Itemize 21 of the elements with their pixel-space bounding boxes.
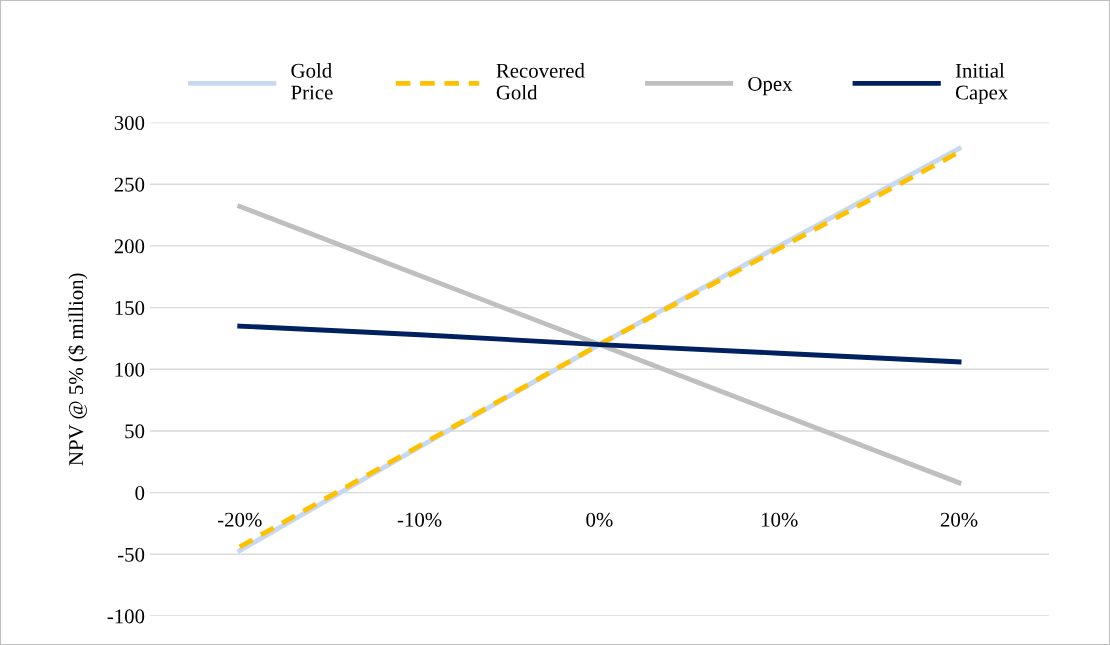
x-tick-label: 10% <box>761 512 798 527</box>
x-tick-label: 0% <box>586 512 613 527</box>
legend-label: Initial Capex <box>955 63 1009 104</box>
y-axis-title: NPV @ 5% ($ million) <box>67 273 88 466</box>
line-series <box>237 323 962 365</box>
legend-label: Gold Price <box>291 63 333 100</box>
y-tick-label: -50 <box>117 547 145 562</box>
y-tick-label: 0 <box>135 485 145 501</box>
y-tick-label: -100 <box>107 609 145 624</box>
x-tick-label: -10% <box>397 512 442 527</box>
y-tick-label: 150 <box>115 300 145 316</box>
legend-label: Recovered Gold <box>496 63 585 100</box>
y-tick-label: 50 <box>125 424 145 439</box>
y-tick-label: 250 <box>114 177 145 192</box>
legend-label: Opex <box>748 76 793 96</box>
line-series <box>237 204 962 486</box>
x-tick-label: -20% <box>217 512 262 527</box>
x-tick-label: 20% <box>940 512 978 527</box>
y-tick-label: 100 <box>115 362 145 377</box>
y-tick-label: 300 <box>114 115 145 130</box>
y-tick-label: 200 <box>114 239 145 254</box>
